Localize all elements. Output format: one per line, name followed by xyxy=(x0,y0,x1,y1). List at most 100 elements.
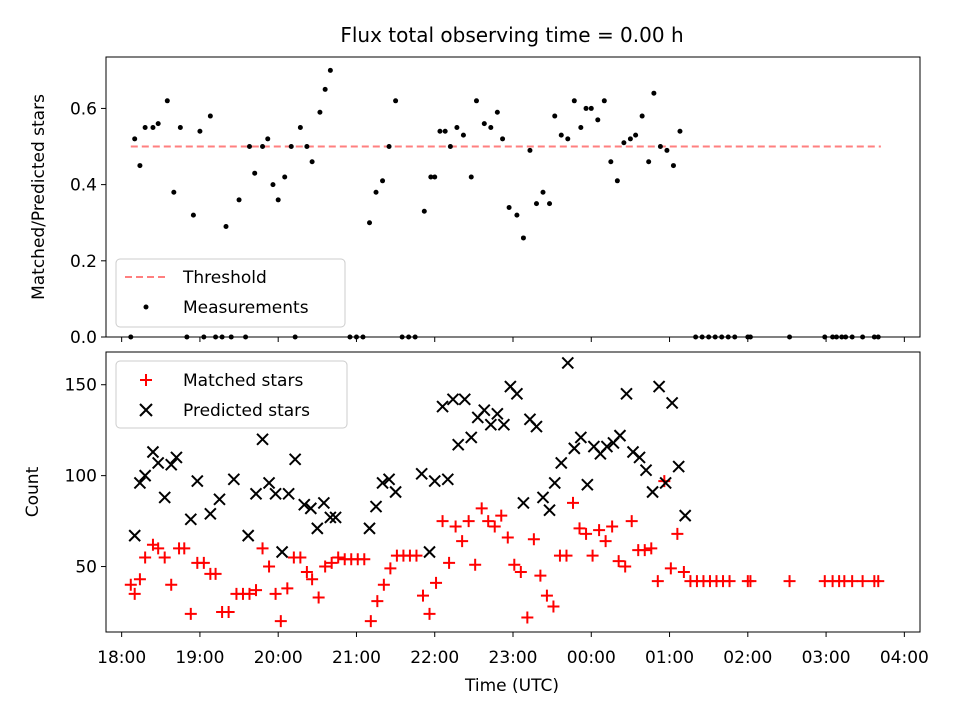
measurement-point xyxy=(621,140,627,146)
matched-star-point xyxy=(128,587,141,600)
measurement-point xyxy=(527,147,533,153)
measurement-point xyxy=(571,98,577,104)
measurement-point xyxy=(150,124,156,130)
matched-star-point xyxy=(586,549,599,562)
measurement-point xyxy=(373,189,379,195)
measurement-point xyxy=(246,144,252,150)
measurement-point xyxy=(639,113,645,119)
predicted-star-point xyxy=(184,513,197,526)
matched-star-point xyxy=(645,542,658,555)
measurement-point xyxy=(677,128,683,134)
matched-star-point xyxy=(599,535,612,548)
measurement-point xyxy=(442,128,448,134)
top-legend-frame xyxy=(115,258,346,328)
bottom-y-tick-label: 50 xyxy=(75,558,97,578)
threshold-legend-label: Threshold xyxy=(182,268,267,288)
x-tick-label: 20:00 xyxy=(254,648,303,668)
top-y-tick-label: 0.6 xyxy=(70,99,97,119)
matched-star-point xyxy=(332,551,345,564)
measurement-point xyxy=(633,132,639,138)
x-tick-label: 02:00 xyxy=(723,648,772,668)
matched-star-point xyxy=(243,587,256,600)
measurement-point xyxy=(393,98,399,104)
matched-star-point xyxy=(508,558,521,571)
measurement-point xyxy=(558,132,564,138)
matched-star-point xyxy=(651,575,664,588)
predicted-star-point xyxy=(275,545,289,559)
measurement-point xyxy=(171,189,177,195)
measurement-point xyxy=(252,170,258,176)
measurement-point xyxy=(380,178,386,184)
measurement-point xyxy=(297,124,303,130)
top-y-tick-label: 0.2 xyxy=(70,252,97,272)
bottom-y-axis-label: Count xyxy=(23,466,43,517)
predicted-star-point xyxy=(256,433,269,446)
matched-star-point xyxy=(377,578,390,591)
measurement-point xyxy=(223,224,229,230)
matched-star-point xyxy=(269,587,282,600)
matched-star-point xyxy=(612,555,625,568)
measurement-point xyxy=(588,105,594,111)
bottom-legend: Matched stars Predicted stars xyxy=(115,360,348,429)
matched-star-point xyxy=(165,578,178,591)
predicted-star-point xyxy=(441,473,454,486)
predicted-star-point xyxy=(665,396,679,410)
predicted-star-point xyxy=(633,451,646,464)
measurement-point xyxy=(282,174,288,180)
measurement-point xyxy=(137,163,143,169)
matched-star-point xyxy=(436,515,449,528)
measurement-point xyxy=(583,105,589,111)
matched-star-point xyxy=(371,595,384,608)
predicted-star-point xyxy=(561,356,574,370)
x-tick-label: 22:00 xyxy=(410,648,459,668)
predicted-stars-legend-swatch xyxy=(139,403,153,417)
matched-star-point xyxy=(456,535,469,548)
matched-star-point xyxy=(384,562,397,575)
matched-star-point xyxy=(325,556,338,569)
measurement-point xyxy=(506,204,512,210)
matched-star-point xyxy=(410,549,423,562)
measurement-point xyxy=(520,235,526,241)
predicted-star-point xyxy=(423,545,436,559)
measurement-point xyxy=(533,201,539,207)
matched-star-point xyxy=(872,575,885,588)
measurement-point xyxy=(481,121,487,127)
x-tick-label: 18:00 xyxy=(97,648,146,668)
x-tick-label: 19:00 xyxy=(175,648,224,668)
measurement-point xyxy=(500,136,506,142)
measurement-point xyxy=(132,136,138,142)
measurement-point xyxy=(595,117,601,123)
measurement-point xyxy=(627,136,633,142)
matched-star-point xyxy=(547,600,560,613)
matched-star-point xyxy=(540,589,553,602)
measurement-point xyxy=(304,144,310,150)
matched-star-point xyxy=(625,515,638,528)
measurement-point xyxy=(260,144,266,150)
measurement-point xyxy=(494,109,500,115)
predicted-star-point xyxy=(324,511,337,524)
predicted-star-point xyxy=(151,456,165,470)
measurement-point xyxy=(386,144,392,150)
matched-star-point xyxy=(158,551,171,564)
measurement-point xyxy=(432,174,438,180)
measurement-point xyxy=(309,159,315,165)
measurement-point xyxy=(265,136,271,142)
predicted-star-point xyxy=(170,451,183,464)
matched-star-point xyxy=(364,615,377,628)
measurement-point xyxy=(657,144,663,150)
matched-star-point xyxy=(783,575,796,588)
predicted-star-point xyxy=(568,442,581,455)
matched-star-point xyxy=(846,575,859,588)
measurement-point xyxy=(565,136,571,142)
predicted-star-point xyxy=(128,529,141,542)
predicted-star-point xyxy=(652,380,666,393)
predicted-stars-legend-label: Predicted stars xyxy=(183,401,310,421)
predicted-star-point xyxy=(269,487,282,501)
measurement-point xyxy=(488,124,494,130)
bottom-y-tick-label: 150 xyxy=(65,376,97,396)
predicted-star-point xyxy=(536,491,550,504)
measurement-point xyxy=(473,98,479,104)
predicted-star-point xyxy=(369,500,383,513)
top-y-tick-label: 0.4 xyxy=(70,176,97,196)
measurement-point xyxy=(578,124,584,130)
